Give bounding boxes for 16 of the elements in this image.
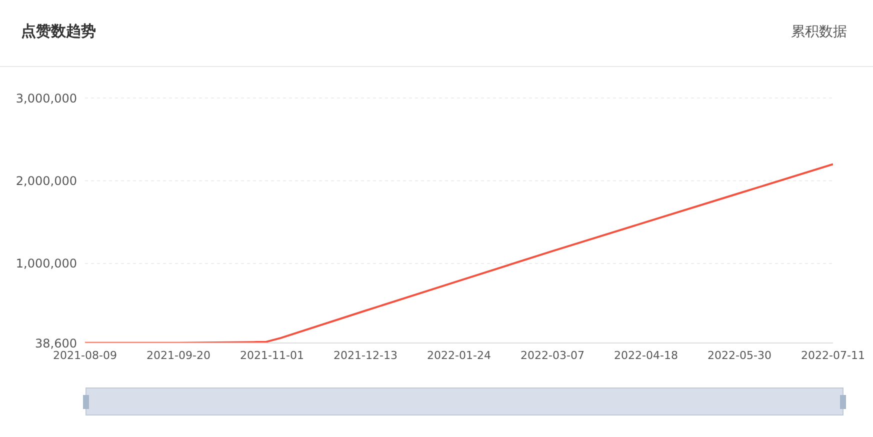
text: 累积数据 bbox=[791, 23, 847, 41]
y-tick-label: 2,000,000 bbox=[16, 174, 77, 188]
x-tick-label: 2022-05-30 bbox=[708, 348, 772, 362]
x-tick-label: 2022-01-24 bbox=[427, 348, 491, 362]
x-tick-label: 2021-11-01 bbox=[240, 348, 304, 362]
chart-title: 点赞数趋势 bbox=[21, 22, 96, 41]
y-tick-label: 1,000,000 bbox=[16, 256, 77, 271]
x-tick-label: 2022-03-07 bbox=[520, 348, 584, 362]
x-tick-label: 2021-09-20 bbox=[146, 348, 210, 362]
x-tick-label: 2021-08-09 bbox=[53, 348, 117, 362]
x-tick-label: 2021-12-13 bbox=[334, 348, 398, 362]
y-tick-label: 38,600 bbox=[35, 336, 77, 350]
x-tick-label: 2022-04-18 bbox=[614, 348, 678, 362]
x-tick-label: 2022-07-11 bbox=[801, 348, 865, 362]
y-tick-label: 3,000,000 bbox=[16, 91, 77, 106]
line-series bbox=[85, 163, 833, 343]
